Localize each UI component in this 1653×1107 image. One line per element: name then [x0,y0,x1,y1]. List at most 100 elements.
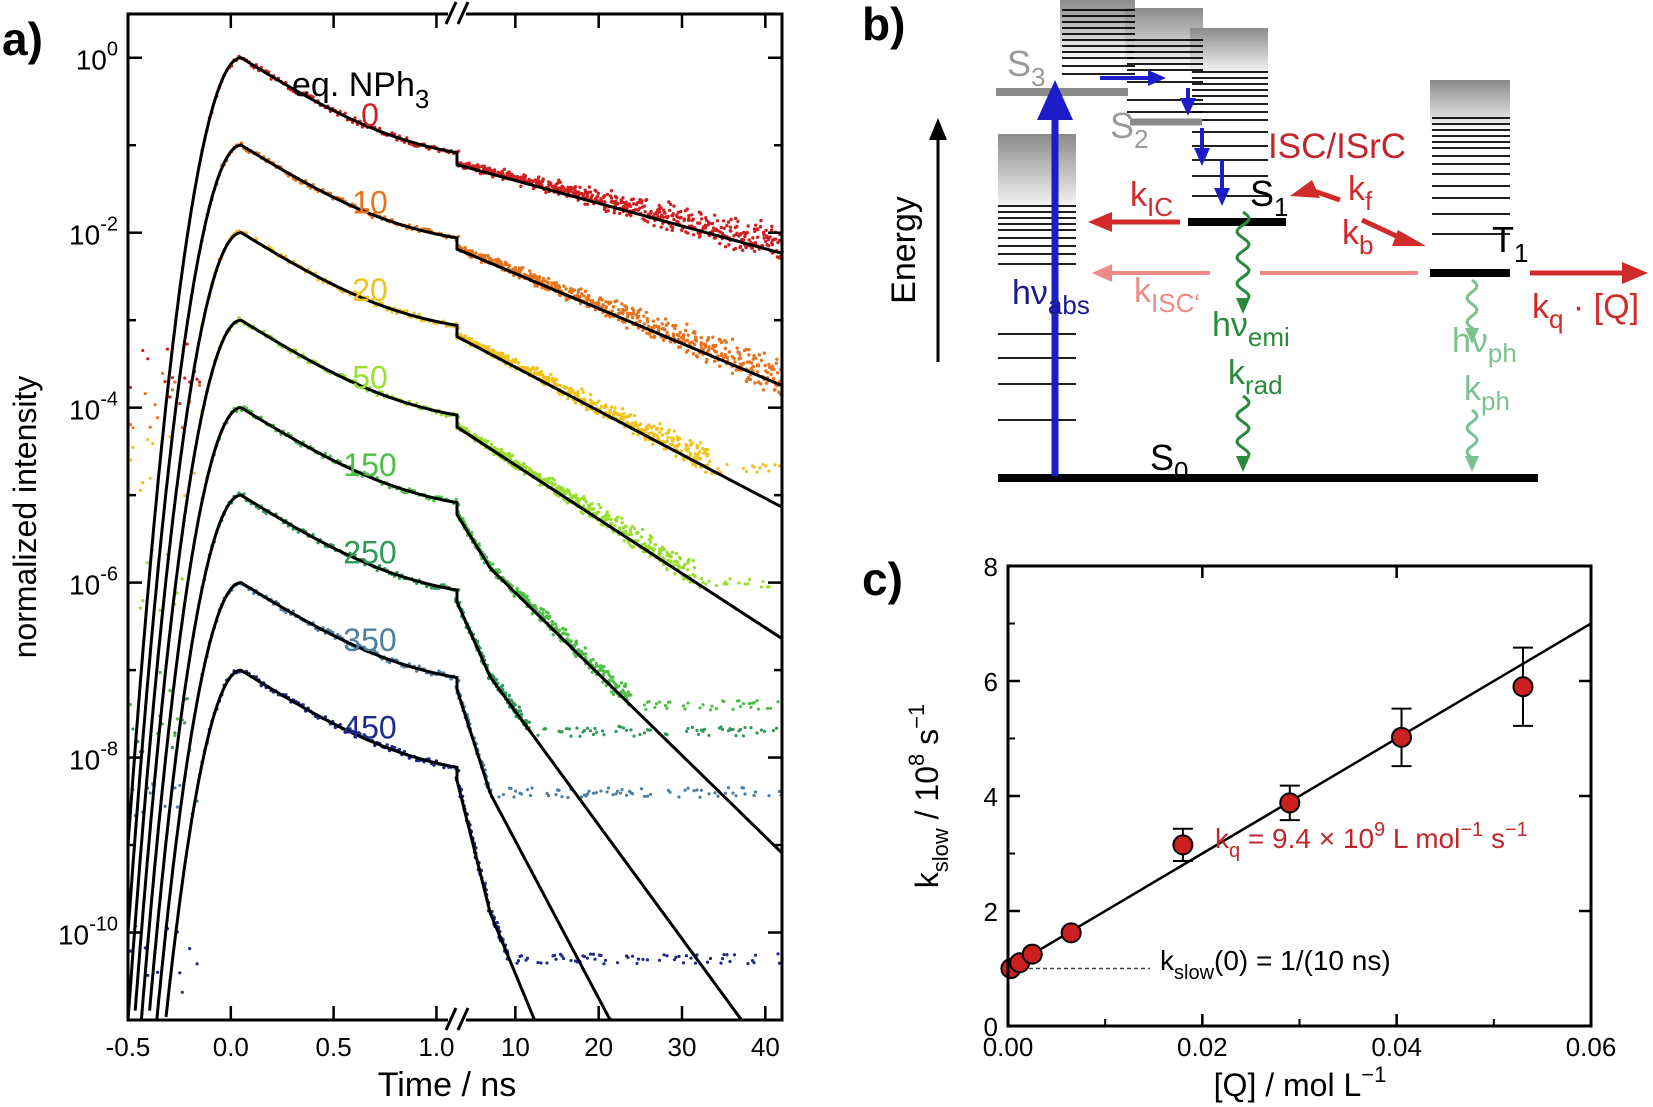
data-point [639,535,644,539]
data-point [741,238,746,242]
data-point [692,342,697,347]
data-point [659,206,663,210]
data-point [599,199,604,203]
kb-label: kb [1342,214,1373,260]
data-point [694,464,698,468]
data-point [522,461,526,466]
data-point [462,426,466,430]
data-point [193,471,197,475]
fit-curve-20 [126,230,783,1021]
S2-label: S2 [1110,105,1148,154]
data-point [743,792,747,796]
data-point [667,428,671,432]
data-point [656,437,661,441]
data-point-5 [1279,792,1301,814]
data-point [642,204,647,208]
data-point [146,357,150,361]
data-point [625,326,629,330]
data-point [573,401,578,405]
data-point [497,259,501,264]
data-point [173,731,177,735]
data-point [728,229,733,233]
data-point [673,572,677,576]
data-point [733,246,738,251]
data-point [705,960,710,964]
krad-label: krad [1228,354,1283,400]
data-point [503,260,508,264]
data-point [560,954,564,958]
data-point [479,253,484,257]
data-point [564,727,569,731]
data-point [751,357,755,361]
data-point [775,371,780,375]
data-point [195,962,199,966]
data-point [770,242,775,247]
data-point [519,712,524,716]
data-point [705,447,710,452]
data-point [716,467,720,471]
data-point [686,231,690,235]
data-point [642,731,647,735]
data-point [564,386,569,390]
data-point [701,225,706,229]
data-point [684,350,689,354]
data-point [672,958,677,962]
data-point [620,520,624,525]
data-point [546,794,551,798]
data-point [674,955,678,959]
kIC-label: kIC [1130,176,1173,222]
data-point [734,232,738,237]
S3-vibrational-block [1060,0,1135,60]
kISC-label: kISC‘ [1134,272,1200,318]
data-point [595,411,600,416]
data-point [492,168,497,172]
data-point [750,246,755,250]
data-point [579,496,584,501]
data-point [483,254,488,258]
data-point [696,452,700,456]
data-point [555,383,560,387]
data-point [355,473,360,477]
data-point [603,958,608,962]
data-point [343,111,347,115]
data-point [632,734,636,738]
kf-kb-arrows [1290,180,1426,246]
data-point [763,239,768,244]
data-point [519,954,524,958]
data-point [677,954,681,958]
data-point [392,745,397,750]
data-point [546,616,551,621]
data-point [598,505,603,510]
data-point [509,786,513,791]
data-point [752,354,756,358]
data-point [702,727,707,731]
data-point [759,358,764,363]
data-point [585,726,590,730]
wavy-arrowhead [1236,456,1250,472]
data-point [638,307,643,312]
data-point [738,727,743,732]
data-point [658,430,662,434]
data-point [656,326,661,330]
data-point [773,463,777,467]
data-point [735,224,739,229]
data-point [774,361,779,365]
data-point [574,493,578,497]
data-point [560,730,564,734]
data-point [681,961,686,965]
data-point [501,793,506,797]
data-point [539,370,544,374]
data-point [731,791,735,795]
data-point [645,316,650,321]
data-point [698,456,703,461]
data-point [767,469,771,473]
data-point [606,786,611,790]
data-point [591,657,595,662]
data-point [715,219,720,223]
data-point [639,787,644,791]
data-point [719,961,723,965]
data-point [183,721,187,725]
data-point [607,514,611,518]
data-point [557,628,562,632]
data-point [756,707,761,711]
